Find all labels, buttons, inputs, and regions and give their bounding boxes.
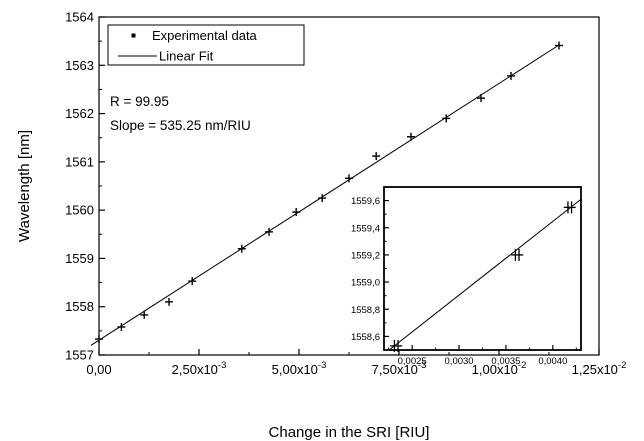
main-data-points (95, 41, 563, 344)
inset-x-tick-label: 0,0030 (445, 356, 474, 367)
y-tick-label: 1557 (65, 348, 94, 363)
x-tick-label: 7,50x10-3 (372, 360, 427, 377)
data-point (555, 41, 563, 50)
data-point (507, 71, 515, 80)
inset-x-tick-label: 0,0040 (538, 356, 567, 367)
annotation-r-value: R = 99.95 (110, 94, 169, 109)
data-point (265, 227, 273, 236)
data-point (188, 277, 197, 286)
x-tick-label: 2,50x10-3 (172, 360, 227, 377)
legend-label: Linear Fit (159, 49, 214, 64)
legend: Experimental data Linear Fit (107, 24, 305, 66)
data-point (442, 114, 451, 123)
x-tick-label: 1,00x10-2 (472, 360, 527, 377)
legend-box (107, 24, 305, 66)
data-point (372, 152, 381, 161)
data-point (140, 310, 149, 319)
inset-y-tick-label: 1559,6 (351, 196, 380, 207)
legend-label: Experimental data (152, 28, 258, 43)
data-point (477, 94, 485, 103)
annotation-slope: Slope = 535.25 nm/RIU (110, 118, 251, 133)
inset-x-tick-label: 0,0035 (491, 356, 520, 367)
inset-x-tick-label: 0,0025 (398, 356, 427, 367)
y-tick-label: 1561 (65, 154, 94, 169)
inset-plot: 0,0025 0,0030 0,0035 0,0040 1558,6 1558,8 1559… (351, 186, 582, 367)
y-tick-label: 1559 (65, 251, 94, 266)
data-point (345, 174, 353, 183)
y-tick-label: 1558 (65, 299, 94, 314)
inset-y-tick-label: 1558,8 (351, 305, 380, 316)
legend-marker-square (131, 33, 136, 38)
data-point (117, 322, 126, 331)
inset-y-tick-label: 1559,2 (351, 250, 380, 261)
y-tick-label: 1560 (65, 203, 94, 218)
inset-frame (383, 186, 582, 351)
data-point (407, 132, 415, 141)
main-axes: 0,00 2,50x10-3 5,00x10-3 7,50x10-3 1,00x10-2… (16, 10, 626, 441)
inset-fit-line (388, 198, 581, 350)
data-point (165, 297, 173, 306)
data-point (318, 194, 327, 203)
inset-data-point (390, 339, 403, 352)
y-axis-title: Wavelength [nm] (16, 130, 33, 242)
annotations: R = 99.95 Slope = 535.25 nm/RIU (110, 94, 251, 133)
x-tick-label: 5,00x10-3 (272, 360, 327, 377)
y-tick-label: 1563 (65, 58, 94, 73)
inset-y-tick-label: 1559,4 (351, 223, 380, 234)
data-point (292, 208, 301, 217)
inset-data-point (511, 248, 524, 261)
data-point (237, 244, 246, 253)
x-tick-label: 1,25x10-2 (572, 360, 627, 377)
y-tick-label: 1564 (65, 10, 94, 25)
inset-y-tick-label: 1559,0 (351, 278, 380, 289)
x-axis-title: Change in the SRI [RIU] (269, 424, 430, 441)
inset-y-tick-label: 1558,6 (351, 332, 380, 343)
y-tick-label: 1562 (65, 106, 94, 121)
inset-data-point (563, 201, 576, 214)
x-tick-label: 0,00 (86, 362, 111, 377)
